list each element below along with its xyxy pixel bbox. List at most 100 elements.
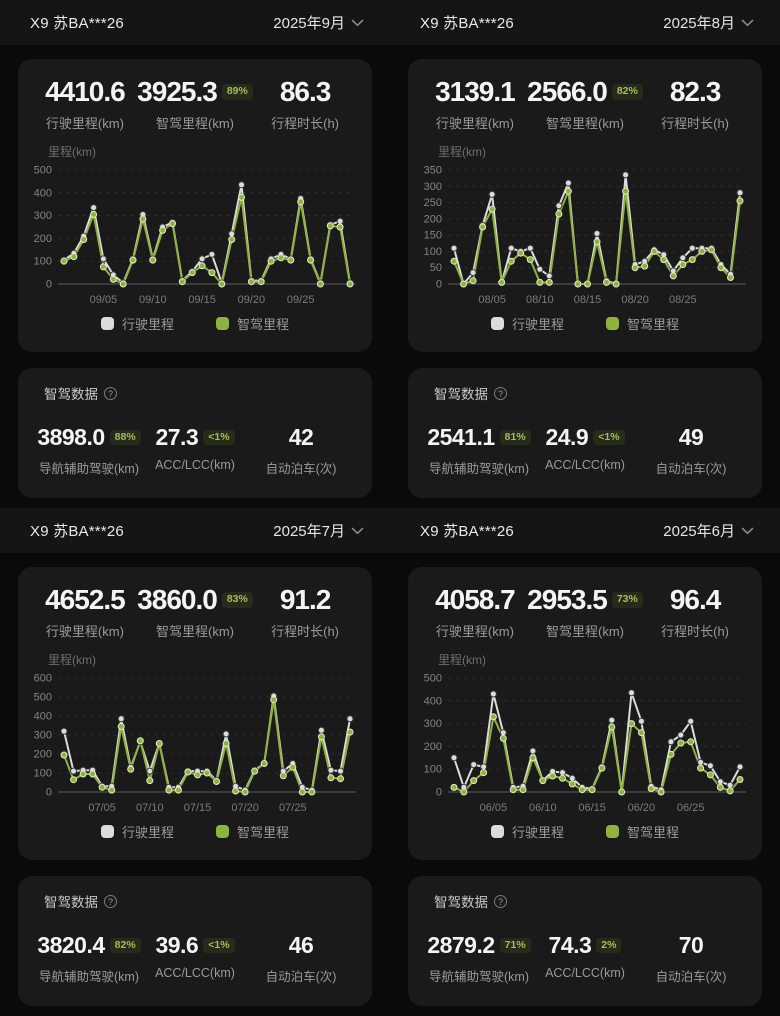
stat-value: 3820.4	[37, 932, 105, 958]
stat-value: 2541.1	[427, 424, 495, 450]
panel-header: X9 苏BA***26 2025年6月	[390, 508, 780, 553]
svg-text:100: 100	[424, 764, 442, 776]
svg-text:0: 0	[436, 279, 442, 291]
stat-nav-assist: 3820.4 82% 导航辅助驾驶(km)	[36, 932, 142, 985]
stat-trip-duration: 86.3 行程时长(h)	[256, 76, 354, 132]
month-panel-september: X9 苏BA***26 2025年9月 4410.6 行驶里程(km) 3925…	[0, 0, 390, 508]
stat-nav-assist: 3898.0 88% 导航辅助驾驶(km)	[36, 424, 142, 477]
month-selector[interactable]: 2025年9月	[273, 12, 364, 33]
legend-label: 智驾里程	[237, 317, 290, 332]
stat-smart-mileage: 3925.3 89% 智驾里程(km)	[134, 76, 256, 132]
percentage-badge: 88%	[109, 429, 141, 446]
chart-legend: 行驶里程 智驾里程	[18, 822, 372, 841]
chevron-down-icon	[351, 19, 364, 26]
stat-value: 42	[288, 424, 314, 450]
stat-smart-mileage: 2566.0 82% 智驾里程(km)	[524, 76, 646, 132]
month-panel-august: X9 苏BA***26 2025年8月 3139.1 行驶里程(km) 2566…	[390, 0, 780, 508]
svg-text:100: 100	[34, 768, 52, 780]
legend-item-smart-mileage[interactable]: 智驾里程	[216, 314, 289, 333]
svg-text:400: 400	[424, 695, 442, 707]
svg-text:300: 300	[424, 181, 442, 193]
stat-value: 4058.7	[435, 584, 516, 615]
svg-text:100: 100	[424, 246, 442, 258]
chart-legend: 行驶里程 智驾里程	[408, 822, 762, 841]
svg-text:06/20: 06/20	[628, 802, 656, 814]
stat-label: 行程时长(h)	[661, 116, 730, 131]
svg-text:500: 500	[34, 692, 52, 704]
chart-legend: 行驶里程 智驾里程	[408, 314, 762, 333]
stat-trip-duration: 82.3 行程时长(h)	[646, 76, 744, 132]
stat-auto-parking: 42 自动泊车(次)	[248, 424, 354, 477]
stat-label: 自动泊车(次)	[265, 462, 337, 476]
stat-value: 3898.0	[37, 424, 105, 450]
legend-item-smart-mileage[interactable]: 智驾里程	[606, 822, 679, 841]
mileage-line-chart[interactable]: 0 100 200 300 400 500 06/05 06/10 06/15 06/20 06/2…	[408, 670, 762, 820]
stat-label: 智驾里程(km)	[546, 624, 624, 639]
legend-item-smart-mileage[interactable]: 智驾里程	[216, 822, 289, 841]
svg-text:200: 200	[424, 741, 442, 753]
help-icon[interactable]: ?	[494, 386, 507, 400]
stat-nav-assist: 2879.2 71% 导航辅助驾驶(km)	[426, 932, 532, 985]
stat-label: ACC/LCC(km)	[545, 966, 625, 980]
stat-label: 导航辅助驾驶(km)	[39, 970, 139, 984]
legend-item-driven-mileage[interactable]: 行驶里程	[490, 822, 564, 841]
stat-acc-lcc: 27.3 <1% ACC/LCC(km)	[142, 424, 248, 477]
stat-auto-parking: 49 自动泊车(次)	[638, 424, 744, 477]
help-icon[interactable]: ?	[104, 894, 117, 908]
svg-text:200: 200	[34, 233, 52, 245]
stat-value: 2879.2	[427, 932, 495, 958]
svg-text:09/10: 09/10	[139, 294, 167, 306]
chart-y-axis-label: 里程(km)	[48, 145, 96, 159]
stats-row: 4058.7 行驶里程(km) 2953.5 73% 智驾里程(km) 96.4…	[408, 567, 762, 640]
svg-text:07/10: 07/10	[136, 802, 164, 814]
svg-text:500: 500	[424, 673, 442, 685]
month-label: 2025年6月	[663, 523, 735, 540]
vehicle-title: X9 苏BA***26	[30, 523, 124, 540]
legend-item-driven-mileage[interactable]: 行驶里程	[100, 314, 174, 333]
mileage-line-chart[interactable]: 0 100 200 300 400 500 600 07/05 07/10 07/15 07/20 0…	[18, 670, 372, 820]
legend-swatch-smart	[216, 317, 229, 330]
stat-driven-mileage: 3139.1 行驶里程(km)	[426, 76, 524, 132]
svg-text:09/20: 09/20	[238, 294, 266, 306]
svg-text:300: 300	[34, 210, 52, 222]
month-selector[interactable]: 2025年6月	[663, 520, 754, 541]
chart-y-axis-label: 里程(km)	[438, 653, 486, 667]
help-icon[interactable]: ?	[104, 386, 117, 400]
svg-text:400: 400	[34, 187, 52, 199]
svg-text:08/15: 08/15	[574, 294, 602, 306]
legend-label: 行驶里程	[121, 317, 174, 332]
stat-label: 智驾里程(km)	[546, 116, 624, 131]
svg-text:08/10: 08/10	[526, 294, 554, 306]
stat-value: 82.3	[669, 76, 721, 107]
legend-label: 行驶里程	[511, 317, 564, 332]
smart-data-title-row: 智驾数据 ?	[36, 891, 354, 911]
stat-label: 行驶里程(km)	[435, 624, 514, 639]
stat-label: 导航辅助驾驶(km)	[429, 462, 529, 476]
svg-text:150: 150	[424, 230, 442, 242]
legend-swatch-driven	[100, 825, 114, 838]
svg-text:09/25: 09/25	[287, 294, 315, 306]
legend-item-driven-mileage[interactable]: 行驶里程	[490, 314, 564, 333]
smart-data-title: 智驾数据	[44, 387, 98, 402]
legend-label: 智驾里程	[627, 825, 680, 840]
month-selector[interactable]: 2025年7月	[273, 520, 364, 541]
stat-smart-mileage: 3860.0 83% 智驾里程(km)	[134, 584, 256, 640]
stats-row: 4410.6 行驶里程(km) 3925.3 89% 智驾里程(km) 86.3…	[18, 59, 372, 132]
month-selector[interactable]: 2025年8月	[663, 12, 754, 33]
smart-stats-row: 2879.2 71% 导航辅助驾驶(km) 74.3 2% ACC/LCC(km…	[426, 932, 744, 985]
legend-item-smart-mileage[interactable]: 智驾里程	[606, 314, 679, 333]
mileage-line-chart[interactable]: 0 50 100 150 200 250 300 350 08/05 08/10 08/15 08/2…	[408, 162, 762, 312]
legend-item-driven-mileage[interactable]: 行驶里程	[100, 822, 174, 841]
vehicle-title: X9 苏BA***26	[30, 15, 124, 32]
stat-value: 2566.0	[527, 76, 608, 107]
stat-acc-lcc: 39.6 <1% ACC/LCC(km)	[142, 932, 248, 985]
percentage-badge: 82%	[109, 937, 141, 954]
mileage-line-chart[interactable]: 0 100 200 300 400 500 09/05 09/10 09/15 09/20 09/2…	[18, 162, 372, 312]
smart-data-title-row: 智驾数据 ?	[36, 383, 354, 403]
help-icon[interactable]: ?	[494, 894, 507, 908]
stat-nav-assist: 2541.1 81% 导航辅助驾驶(km)	[426, 424, 532, 477]
svg-text:500: 500	[34, 165, 52, 177]
stat-label: 行程时长(h)	[271, 116, 340, 131]
smart-data-title: 智驾数据	[44, 895, 98, 910]
